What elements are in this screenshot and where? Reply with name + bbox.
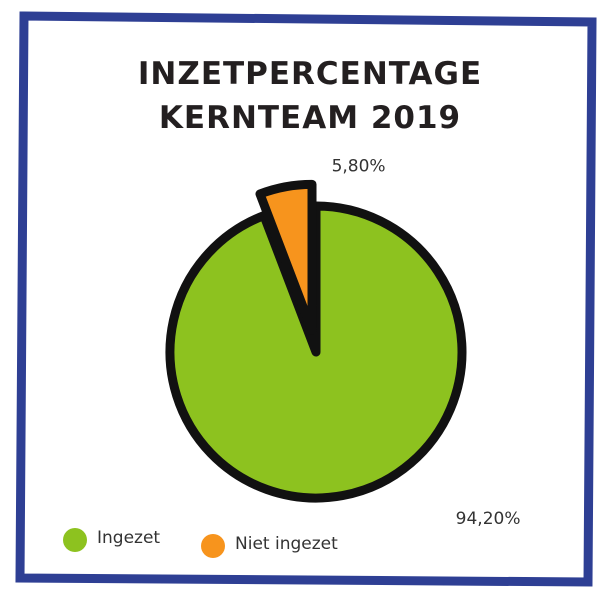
legend-label: Ingezet xyxy=(97,528,160,548)
pie-slice xyxy=(165,201,467,503)
legend-label: Niet ingezet xyxy=(235,534,338,554)
data-label: 94,20% xyxy=(456,509,521,529)
legend-marker xyxy=(201,534,225,558)
chart-title: INZETPERCENTAGE KERNTEAM 2019 xyxy=(137,56,483,136)
pie-slice xyxy=(255,179,317,335)
legend-marker xyxy=(63,528,87,552)
frame xyxy=(15,11,597,587)
data-label: 5,80% xyxy=(332,156,386,176)
